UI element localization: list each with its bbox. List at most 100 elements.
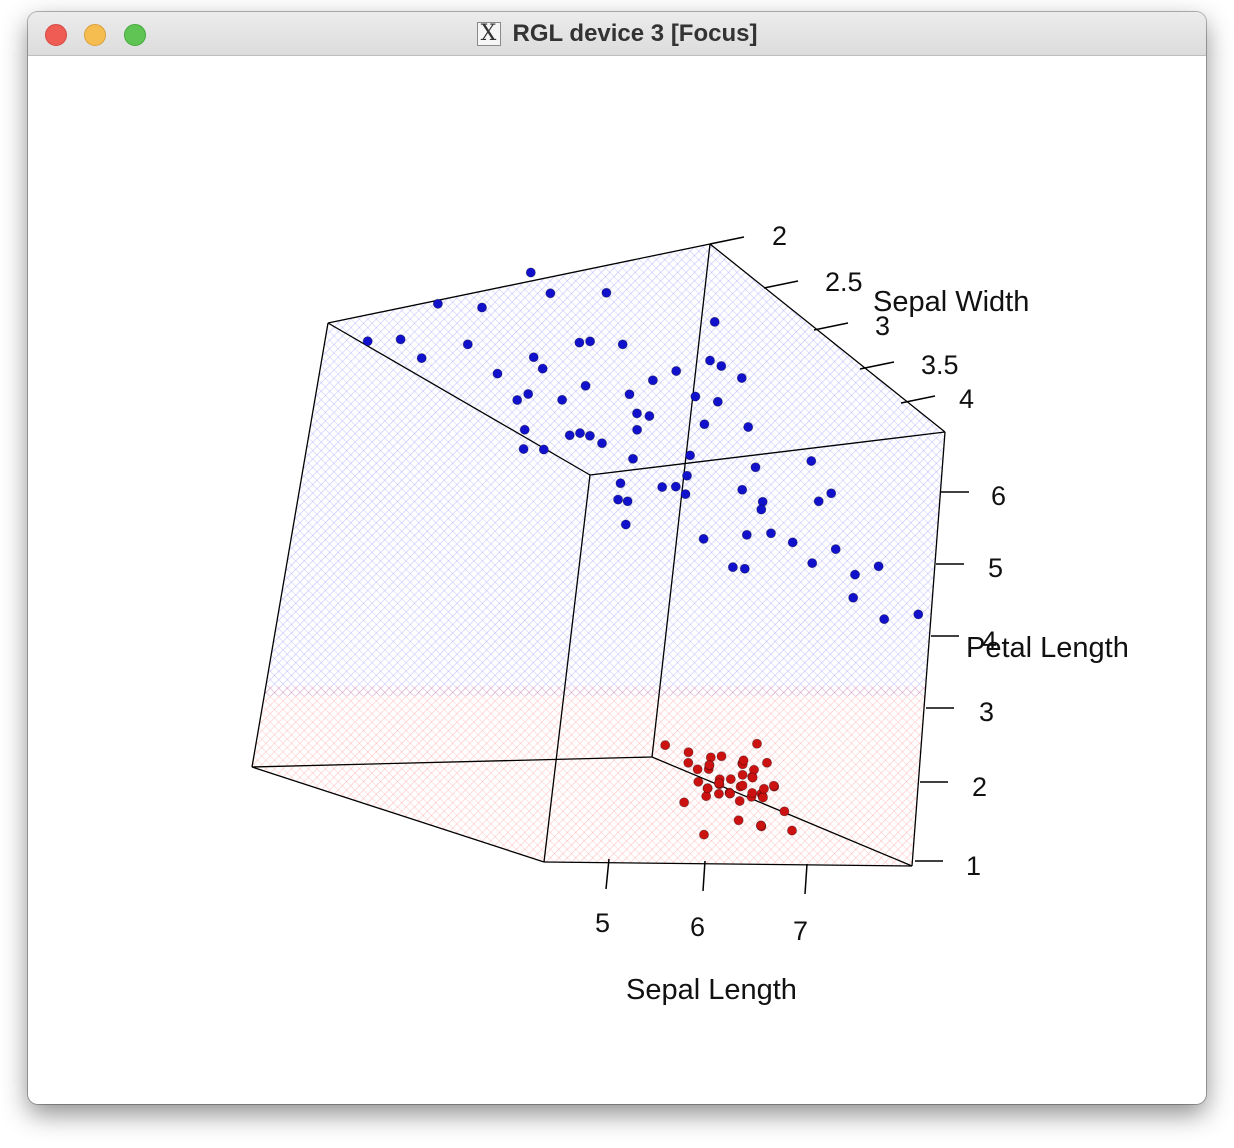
data-point (727, 562, 738, 573)
axis-title-sepal-length: Sepal Length (626, 974, 797, 1006)
box-edge (651, 243, 711, 758)
data-point (756, 504, 767, 515)
data-point (683, 747, 694, 758)
tick-mark (702, 860, 706, 892)
data-point (699, 419, 710, 430)
box-edge (251, 756, 653, 768)
data-point (657, 481, 668, 492)
box-edge (251, 766, 545, 863)
data-point (523, 388, 534, 399)
data-point (737, 769, 748, 780)
data-point (768, 780, 779, 791)
close-window-button[interactable] (45, 24, 67, 46)
data-point (644, 410, 655, 421)
data-point (747, 788, 758, 799)
data-point (617, 339, 628, 350)
axis-sepal-width: 2 2.5 3 3.5 4 Sepal Width (772, 221, 1029, 414)
tick-mark (605, 858, 610, 890)
tick-label: 6 (690, 912, 705, 942)
data-point (624, 389, 635, 400)
tick-marks (605, 236, 969, 895)
tick-label: 3 (979, 697, 994, 727)
tick-label: 3 (875, 311, 890, 341)
data-point (647, 375, 658, 386)
data-point (622, 496, 633, 507)
data-point (734, 796, 745, 807)
data-point (716, 360, 727, 371)
red-point-series (660, 738, 798, 840)
data-point (702, 783, 713, 794)
box-edge (709, 243, 946, 433)
data-point (680, 489, 691, 500)
data-point (518, 443, 529, 454)
data-point (698, 533, 709, 544)
data-point (813, 496, 824, 507)
data-point (538, 444, 549, 455)
data-point (545, 288, 556, 299)
window-title: RGL device 3 [Focus] (512, 19, 758, 47)
axis-title-sepal-width: Sepal Width (873, 286, 1029, 318)
title-bar[interactable]: X RGL device 3 [Focus] (28, 12, 1206, 56)
tick-label: 1 (966, 851, 981, 881)
data-point (913, 609, 924, 620)
data-point (528, 352, 539, 363)
data-point (632, 424, 643, 435)
box-edge (911, 431, 946, 867)
data-point (826, 488, 837, 499)
data-point (690, 391, 701, 402)
data-point (670, 481, 681, 492)
rgl-plot-canvas[interactable]: 2 2.5 3 3.5 4 Sepal Width 6 5 4 3 2 1 Pe… (28, 56, 1206, 1104)
data-point (830, 544, 841, 555)
data-point (628, 453, 639, 464)
data-point (752, 738, 763, 749)
minimize-window-button[interactable] (84, 24, 106, 46)
maximize-window-button[interactable] (124, 24, 146, 46)
data-point (737, 780, 748, 791)
blue-point-series (362, 267, 924, 625)
data-point (787, 537, 798, 548)
data-point (575, 428, 586, 439)
data-point (738, 755, 749, 766)
box-edge (251, 322, 329, 768)
data-point (660, 740, 671, 751)
tick-mark (804, 863, 808, 895)
data-point (750, 462, 761, 473)
tick-label: 2.5 (825, 267, 863, 297)
data-point (712, 396, 723, 407)
data-point (759, 783, 770, 794)
tick-label: 2 (772, 221, 787, 251)
data-point (416, 353, 427, 364)
data-point (693, 776, 704, 787)
data-point (704, 760, 715, 771)
data-point (779, 806, 790, 817)
tick-mark (859, 361, 895, 370)
data-point (597, 438, 608, 449)
data-point (699, 829, 710, 840)
tick-label: 5 (988, 553, 1003, 583)
data-point (632, 408, 643, 419)
data-point (879, 614, 890, 625)
data-point (725, 774, 736, 785)
data-point (613, 494, 624, 505)
x11-icon: X (476, 21, 501, 46)
data-point (525, 267, 536, 278)
data-point (739, 563, 750, 574)
rgl-window: X RGL device 3 [Focus] (28, 12, 1206, 1104)
tick-label: 3.5 (921, 350, 959, 380)
data-point (733, 815, 744, 826)
bounding-box (251, 243, 946, 867)
data-point (601, 287, 612, 298)
tick-mark (900, 395, 936, 404)
data-point (519, 424, 530, 435)
data-point (743, 421, 754, 432)
data-point (725, 788, 736, 799)
tick-label: 5 (595, 908, 610, 938)
data-point (685, 450, 696, 461)
data-point (758, 792, 769, 803)
axis-title-petal-length: Petal Length (966, 632, 1129, 664)
data-point (736, 372, 747, 383)
data-point (848, 592, 859, 603)
data-point (709, 316, 720, 327)
data-point (492, 368, 503, 379)
data-point (713, 788, 724, 799)
